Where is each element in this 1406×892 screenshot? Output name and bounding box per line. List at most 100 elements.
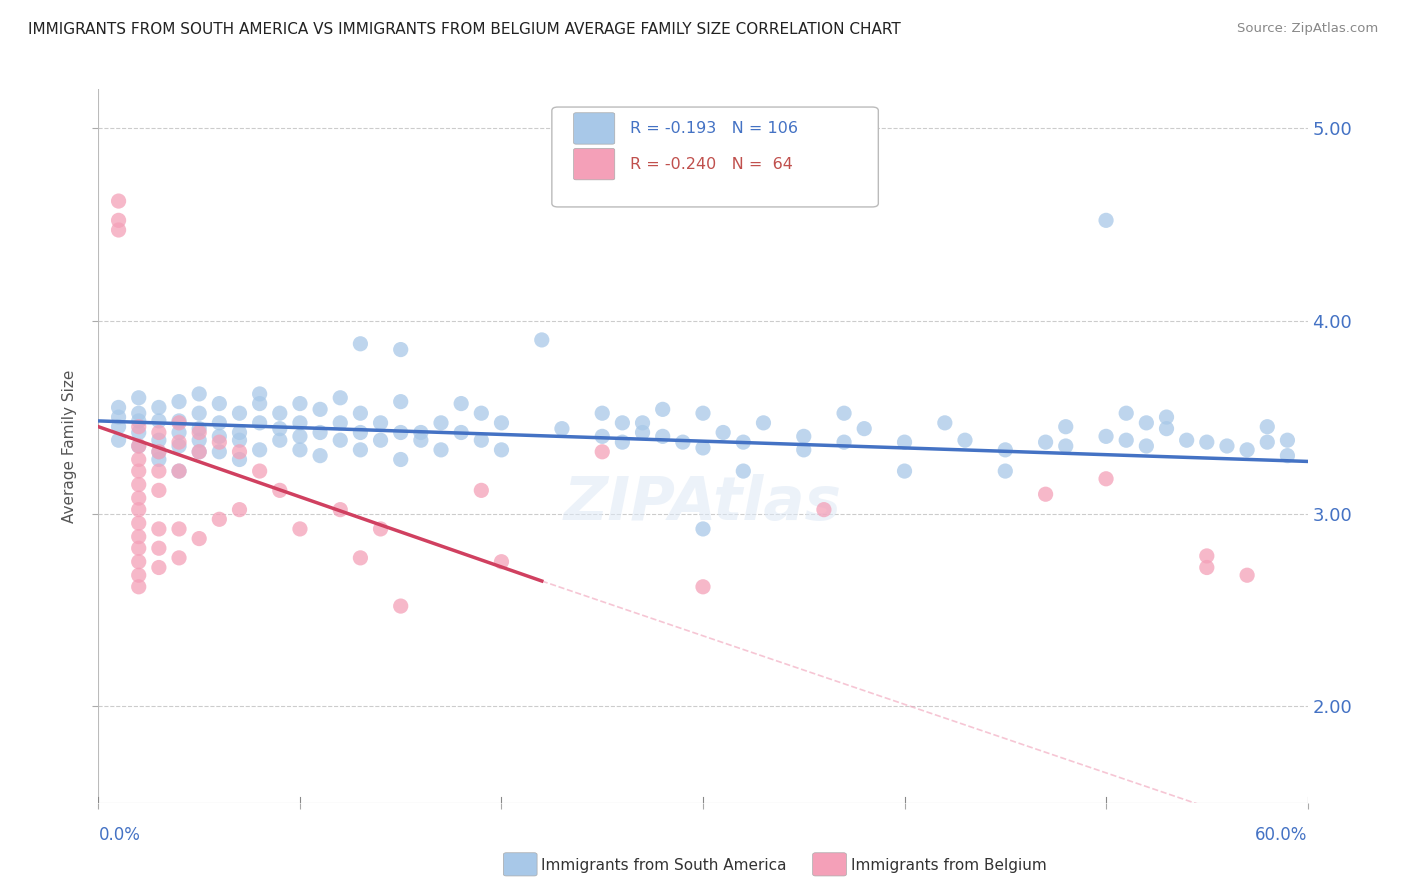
Point [370, 522, 392, 536]
Point [148, 425, 170, 440]
Point [148, 483, 170, 498]
Text: Immigrants from South America: Immigrants from South America [541, 858, 787, 872]
Point [651, 429, 673, 443]
Point [370, 416, 392, 430]
Point [208, 444, 231, 458]
Point [188, 444, 211, 458]
Text: 0.0%: 0.0% [98, 826, 141, 844]
Point [167, 550, 190, 565]
Point [370, 434, 392, 448]
Point [832, 435, 855, 450]
Point [309, 449, 332, 463]
Point [692, 522, 714, 536]
Point [128, 580, 150, 594]
Point [893, 435, 915, 450]
Point [128, 425, 150, 440]
Text: 60.0%: 60.0% [1256, 826, 1308, 844]
Point [148, 401, 170, 415]
Point [107, 223, 129, 237]
FancyBboxPatch shape [574, 112, 614, 145]
Point [167, 394, 190, 409]
Point [711, 425, 734, 440]
Point [128, 477, 150, 491]
Text: Source: ZipAtlas.com: Source: ZipAtlas.com [1237, 22, 1378, 36]
Point [228, 425, 250, 440]
Point [470, 483, 492, 498]
Point [994, 464, 1017, 478]
Point [631, 425, 654, 440]
Point [208, 512, 231, 526]
Point [128, 419, 150, 434]
Text: R = -0.240   N =  64: R = -0.240 N = 64 [630, 157, 793, 171]
Point [1256, 419, 1278, 434]
Point [188, 406, 211, 420]
Point [167, 416, 190, 430]
Text: R = -0.193   N = 106: R = -0.193 N = 106 [630, 121, 799, 136]
Point [208, 396, 231, 410]
Point [128, 439, 150, 453]
Point [389, 452, 412, 467]
Point [1175, 434, 1198, 448]
Point [1256, 435, 1278, 450]
Point [1054, 419, 1077, 434]
Point [128, 530, 150, 544]
Point [249, 442, 271, 457]
Point [1035, 487, 1057, 501]
Point [692, 441, 714, 455]
Point [491, 555, 513, 569]
Point [167, 522, 190, 536]
Point [309, 402, 332, 417]
Point [1095, 429, 1118, 443]
Point [288, 429, 311, 443]
Text: ZIPAtlas: ZIPAtlas [564, 474, 842, 533]
Point [1195, 549, 1218, 563]
Point [128, 414, 150, 428]
Point [430, 416, 453, 430]
Point [148, 444, 170, 458]
Point [167, 439, 190, 453]
Point [249, 387, 271, 401]
Point [208, 416, 231, 430]
Text: Immigrants from Belgium: Immigrants from Belgium [851, 858, 1046, 872]
Point [228, 502, 250, 516]
Point [128, 406, 150, 420]
Point [1115, 434, 1137, 448]
Point [269, 483, 291, 498]
Point [148, 414, 170, 428]
Point [107, 410, 129, 425]
Point [470, 434, 492, 448]
Point [148, 444, 170, 458]
Point [1277, 449, 1299, 463]
Point [1236, 442, 1258, 457]
Point [752, 416, 775, 430]
Point [551, 422, 574, 436]
Point [1095, 213, 1118, 227]
Point [329, 434, 352, 448]
Point [994, 442, 1017, 457]
Point [349, 336, 371, 351]
Point [167, 414, 190, 428]
Point [128, 568, 150, 582]
Point [128, 452, 150, 467]
Point [188, 387, 211, 401]
Point [389, 343, 412, 357]
Point [148, 452, 170, 467]
Point [349, 550, 371, 565]
Point [491, 416, 513, 430]
Point [349, 406, 371, 420]
Point [128, 491, 150, 505]
Point [612, 416, 634, 430]
Point [389, 425, 412, 440]
Point [249, 396, 271, 410]
Point [188, 444, 211, 458]
Point [409, 434, 432, 448]
Point [167, 464, 190, 478]
Point [793, 429, 815, 443]
Point [733, 464, 755, 478]
Point [107, 401, 129, 415]
Point [349, 425, 371, 440]
Point [934, 416, 956, 430]
Point [107, 194, 129, 208]
Point [329, 416, 352, 430]
Point [1216, 439, 1239, 453]
